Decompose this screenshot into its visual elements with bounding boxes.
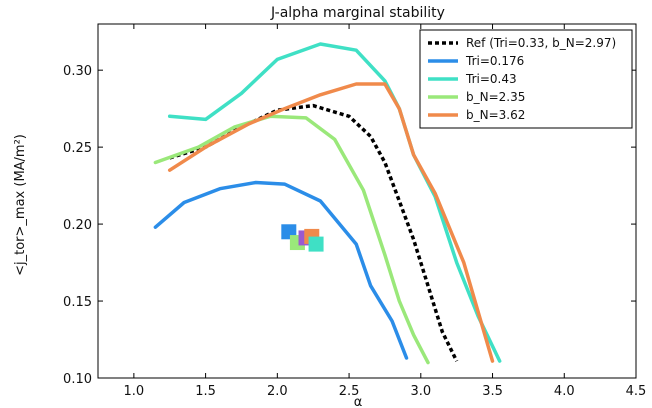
x-tick-label: 2.0 <box>267 384 288 399</box>
y-tick-label: 0.10 <box>63 372 92 387</box>
x-tick-label: 3.0 <box>410 384 431 399</box>
y-tick-label: 0.15 <box>63 295 92 310</box>
y-tick-label: 0.25 <box>63 141 92 156</box>
x-axis-label: α <box>354 395 363 408</box>
series-line-2 <box>167 42 502 363</box>
x-ticks: 1.0 1.5 2.0 2.5 3.0 3.5 4.0 4.5 <box>124 24 647 399</box>
x-tick-label: 1.5 <box>195 384 216 399</box>
series-line-3 <box>153 114 430 365</box>
x-tick-label: 3.5 <box>482 384 503 399</box>
y-axis-label: <j_tor>_max (MA/m²) <box>13 134 28 276</box>
legend-label-0: Ref (Tri=0.33, b_N=2.97) <box>466 36 616 50</box>
legend-label-2: Tri=0.43 <box>465 72 517 86</box>
x-tick-label: 2.5 <box>339 384 360 399</box>
legend-label-1: Tri=0.176 <box>465 54 524 68</box>
chart-title: J-alpha marginal stability <box>270 5 445 21</box>
legend-label-4: b_N=3.62 <box>466 108 525 122</box>
marker-group <box>281 224 324 252</box>
x-tick-label: 4.0 <box>554 384 575 399</box>
y-tick-label: 0.20 <box>63 218 92 233</box>
series-group <box>153 42 502 365</box>
y-ticks: 0.10 0.15 0.20 0.25 0.30 <box>63 64 636 387</box>
x-tick-label: 4.5 <box>626 384 647 399</box>
legend: Ref (Tri=0.33, b_N=2.97) Tri=0.176 Tri=0.4… <box>419 29 633 129</box>
x-tick-label: 1.0 <box>124 384 145 399</box>
series-line-1 <box>153 180 409 360</box>
legend-label-3: b_N=2.35 <box>466 90 525 104</box>
y-tick-label: 0.30 <box>63 64 92 79</box>
plot-frame <box>97 23 637 379</box>
marker-point-4 <box>308 236 324 252</box>
series-line-4 <box>167 82 495 363</box>
